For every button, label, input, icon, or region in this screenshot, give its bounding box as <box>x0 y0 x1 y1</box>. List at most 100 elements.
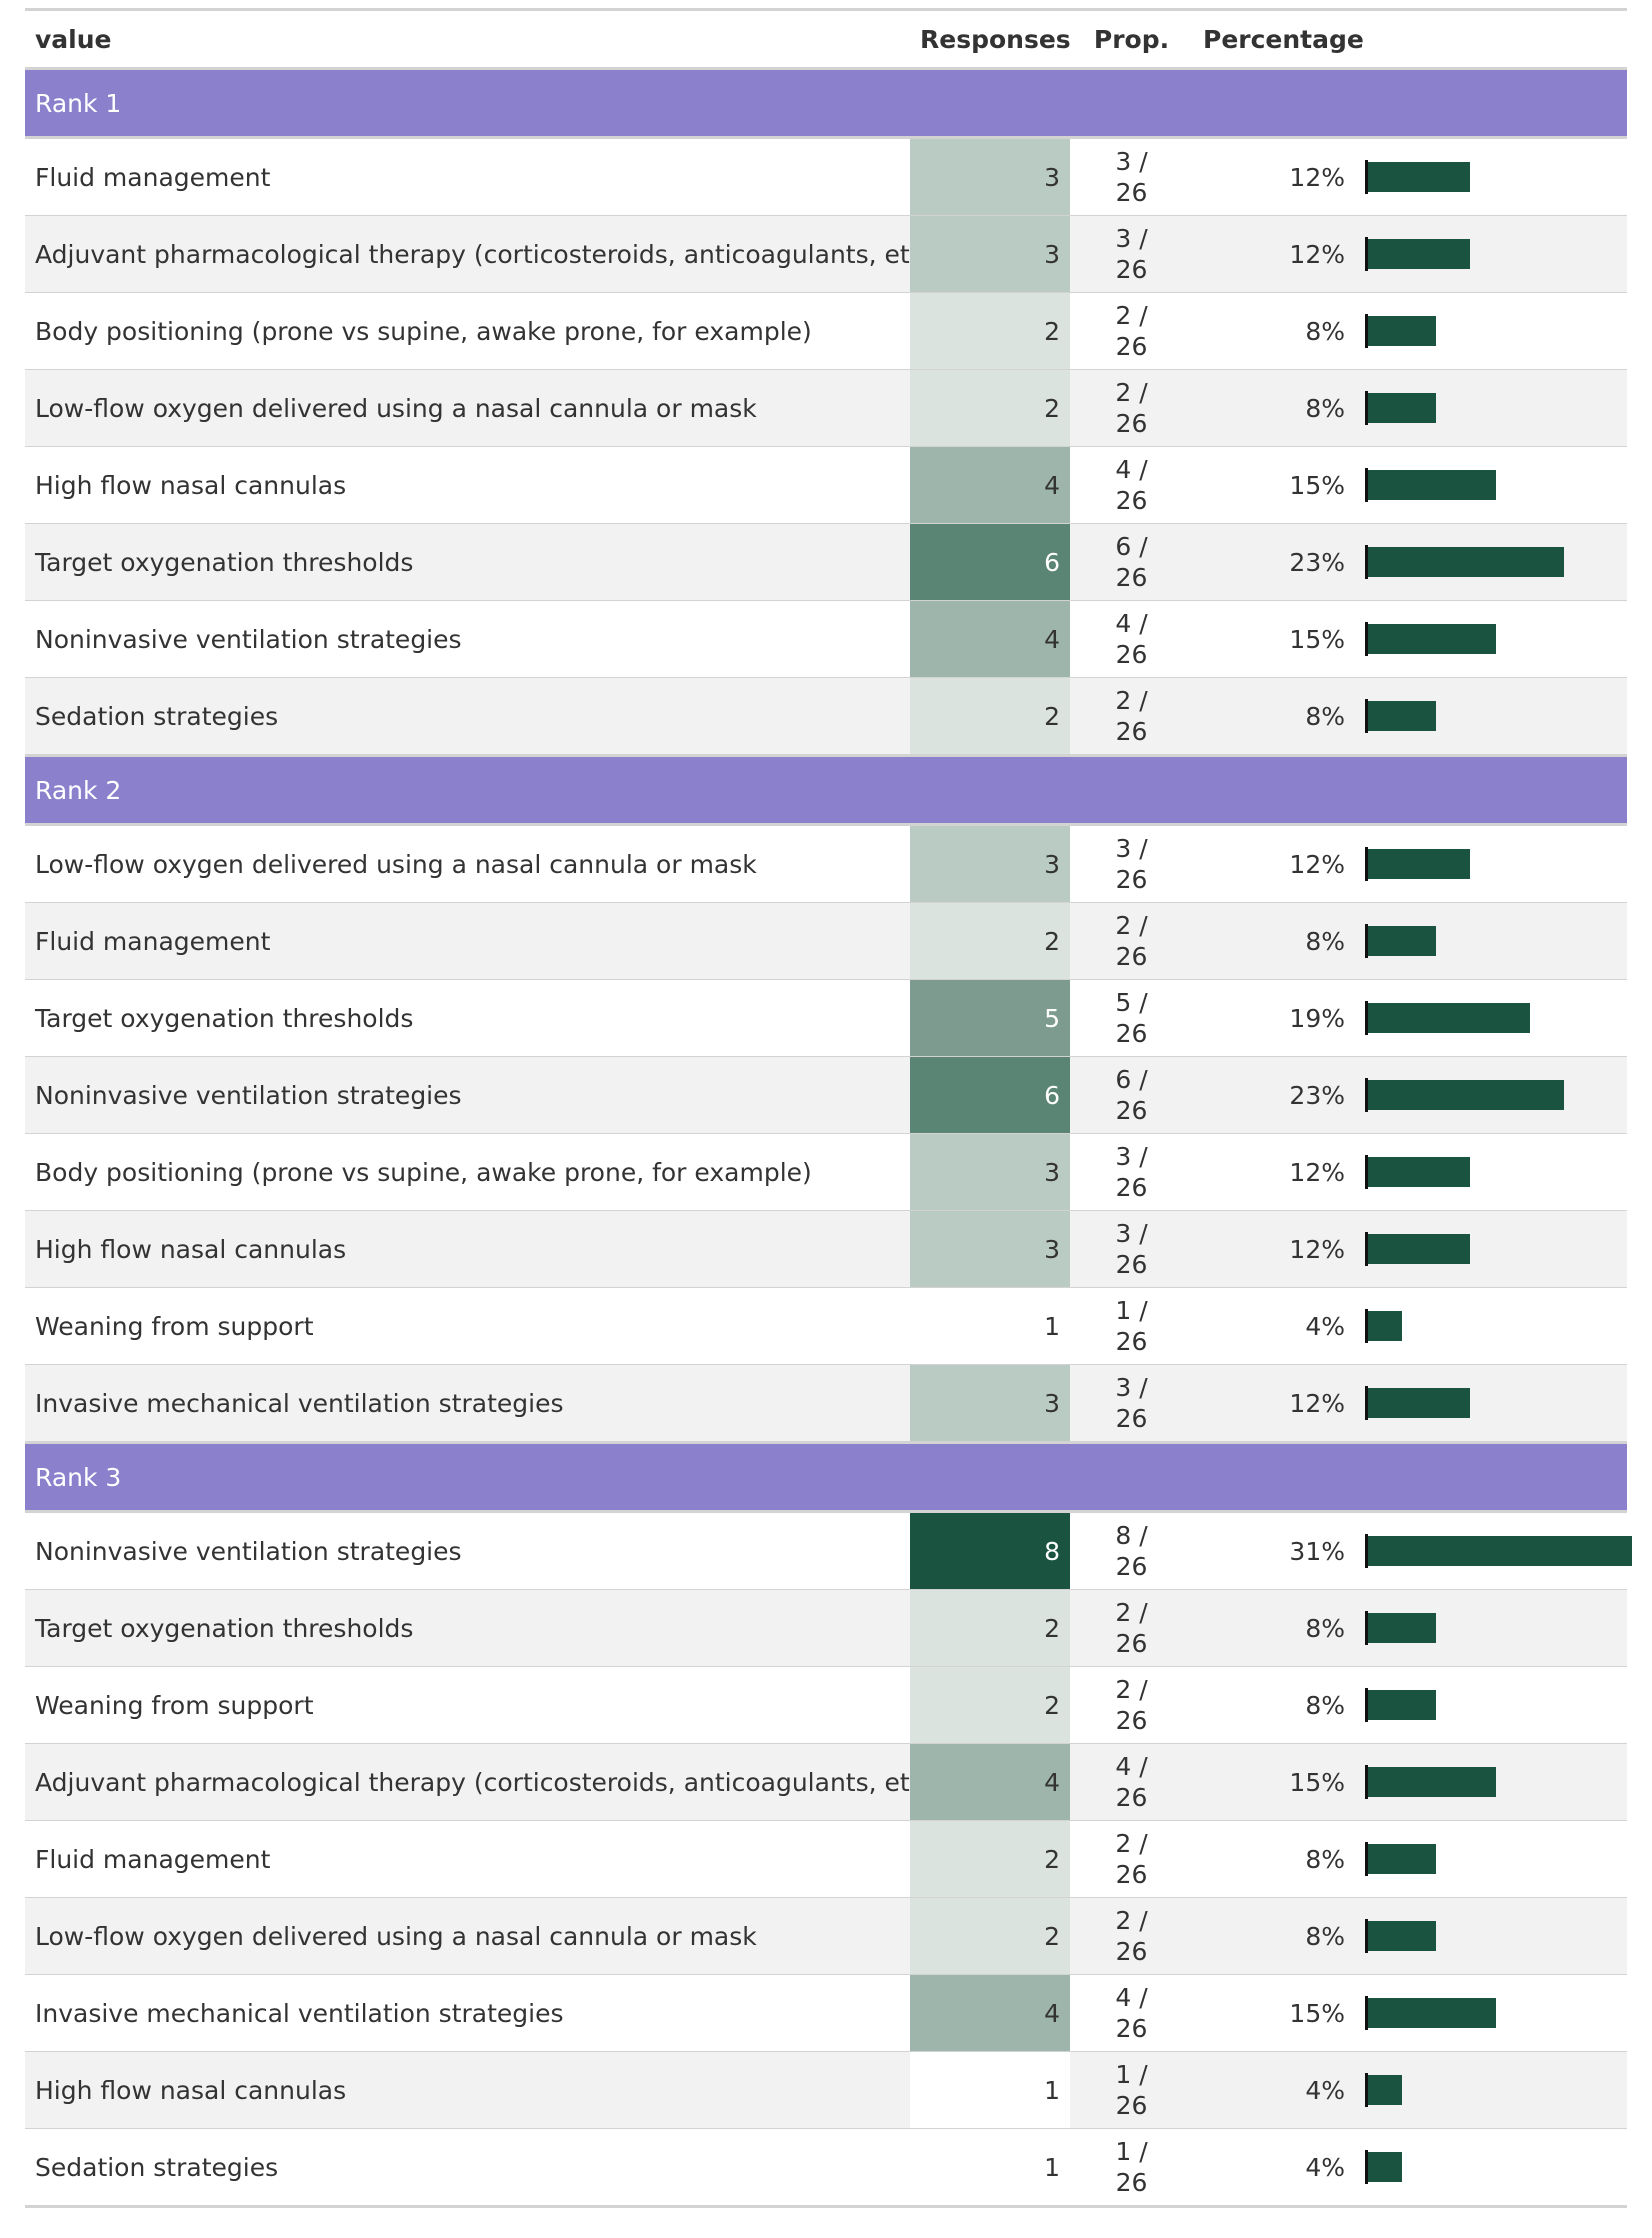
prop-cell: 3 /26 <box>1070 1364 1193 1443</box>
percentage-cell: 23% <box>1193 523 1355 601</box>
prop-numerator: 6 / <box>1115 1065 1148 1094</box>
prop-numerator: 2 / <box>1115 1906 1148 1935</box>
responses-cell: 2 <box>910 902 1070 980</box>
responses-cell: 2 <box>910 292 1070 370</box>
bar-fill <box>1368 2152 1402 2182</box>
bar-axis-line <box>1365 1534 1368 1568</box>
prop-cell: 1 /26 <box>1070 1287 1193 1365</box>
prop-numerator: 1 / <box>1115 1296 1148 1325</box>
percentage-cell: 12% <box>1193 215 1355 293</box>
responses-cell: 3 <box>910 215 1070 293</box>
bar-fill <box>1368 2075 1402 2105</box>
value-cell: Fluid management <box>25 1820 910 1898</box>
prop-denominator: 26 <box>1115 332 1148 361</box>
prop-denominator: 26 <box>1115 1629 1148 1658</box>
prop-denominator: 26 <box>1115 409 1148 438</box>
responses-cell: 2 <box>910 677 1070 756</box>
bar-fill <box>1368 1844 1436 1874</box>
responses-cell: 6 <box>910 1056 1070 1134</box>
percentage-bar <box>1365 1996 1629 2030</box>
table-row: Target oxygenation thresholds 2 2 /26 8% <box>25 1589 1629 1667</box>
value-cell: Fluid management <box>25 902 910 980</box>
value-cell: Target oxygenation thresholds <box>25 523 910 601</box>
responses-cell: 4 <box>910 600 1070 678</box>
prop-cell: 6 /26 <box>1070 1056 1193 1134</box>
prop-numerator: 4 / <box>1115 609 1148 638</box>
prop-denominator: 26 <box>1115 563 1148 592</box>
table-row: Weaning from support 2 2 /26 8% <box>25 1666 1629 1744</box>
prop-denominator: 26 <box>1115 1552 1148 1581</box>
bar-fill <box>1368 1388 1470 1418</box>
percentage-bar <box>1365 1688 1629 1722</box>
header-row: value Responses Prop. Percentage <box>25 9 1627 70</box>
group-label: Rank 2 <box>25 754 1627 826</box>
bar-axis-line <box>1365 1232 1368 1266</box>
bar-axis-line <box>1365 1309 1368 1343</box>
group-header-row: Rank 2 <box>25 754 1627 826</box>
bar-axis-line <box>1365 1611 1368 1645</box>
bar-fill <box>1368 393 1436 423</box>
table-row: Weaning from support 1 1 /26 4% <box>25 1287 1629 1365</box>
prop-numerator: 3 / <box>1115 147 1148 176</box>
percentage-cell: 8% <box>1193 1820 1355 1898</box>
prop-numerator: 1 / <box>1115 2060 1148 2089</box>
table-row: Sedation strategies 2 2 /26 8% <box>25 677 1627 756</box>
responses-cell: 1 <box>910 2128 1070 2207</box>
percentage-cell: 8% <box>1193 1589 1355 1667</box>
value-cell: Adjuvant pharmacological therapy (cortic… <box>25 1743 910 1821</box>
percentage-bar <box>1365 1611 1629 1645</box>
value-cell: Low-flow oxygen delivered using a nasal … <box>25 824 910 903</box>
prop-cell: 4 /26 <box>1070 1743 1193 1821</box>
prop-cell: 1 /26 <box>1070 2128 1193 2207</box>
prop-numerator: 1 / <box>1115 2137 1148 2166</box>
responses-cell: 4 <box>910 446 1070 524</box>
percentage-cell: 15% <box>1193 1743 1355 1821</box>
value-cell: Body positioning (prone vs supine, awake… <box>25 292 910 370</box>
responses-cell: 2 <box>910 1666 1070 1744</box>
bar-cell <box>1355 677 1627 756</box>
percentage-cell: 8% <box>1193 677 1355 756</box>
prop-numerator: 4 / <box>1115 1983 1148 2012</box>
prop-numerator: 8 / <box>1115 1521 1148 1550</box>
table-row: Fluid management 2 2 /26 8% <box>25 1820 1627 1898</box>
group-label: Rank 1 <box>25 67 1627 139</box>
responses-cell: 2 <box>910 369 1070 447</box>
percentage-cell: 8% <box>1193 1666 1355 1744</box>
percentage-bar <box>1365 622 1629 656</box>
prop-denominator: 26 <box>1115 486 1148 515</box>
percentage-cell: 15% <box>1193 600 1355 678</box>
prop-denominator: 26 <box>1115 1783 1148 1812</box>
percentage-bar <box>1365 1309 1629 1343</box>
prop-cell: 4 /26 <box>1070 1974 1193 2052</box>
prop-cell: 2 /26 <box>1070 1897 1193 1975</box>
prop-cell: 4 /26 <box>1070 446 1193 524</box>
bar-fill <box>1368 1921 1436 1951</box>
prop-numerator: 4 / <box>1115 1752 1148 1781</box>
bar-axis-line <box>1365 1842 1368 1876</box>
prop-numerator: 2 / <box>1115 1675 1148 1704</box>
bar-fill <box>1368 316 1436 346</box>
responses-cell: 2 <box>910 1897 1070 1975</box>
prop-denominator: 26 <box>1115 1706 1148 1735</box>
prop-cell: 3 /26 <box>1070 1210 1193 1288</box>
bar-fill <box>1368 1690 1436 1720</box>
prop-denominator: 26 <box>1115 640 1148 669</box>
percentage-bar <box>1365 847 1629 881</box>
header-prop: Prop. <box>1070 9 1193 70</box>
prop-numerator: 2 / <box>1115 1829 1148 1858</box>
table-row: Target oxygenation thresholds 6 6 /26 23% <box>25 523 1627 601</box>
bar-axis-line <box>1365 2073 1368 2107</box>
percentage-bar <box>1365 924 1629 958</box>
prop-cell: 1 /26 <box>1070 2051 1193 2129</box>
prop-cell: 2 /26 <box>1070 902 1193 980</box>
bar-axis-line <box>1365 391 1368 425</box>
bar-axis-line <box>1365 1155 1368 1189</box>
percentage-bar <box>1365 237 1629 271</box>
bar-fill <box>1368 1080 1564 1110</box>
bar-axis-line <box>1365 1996 1368 2030</box>
bar-axis-line <box>1365 699 1368 733</box>
prop-numerator: 4 / <box>1115 455 1148 484</box>
bar-cell <box>1355 1974 1629 2052</box>
bar-cell <box>1355 137 1627 216</box>
percentage-cell: 12% <box>1193 824 1355 903</box>
